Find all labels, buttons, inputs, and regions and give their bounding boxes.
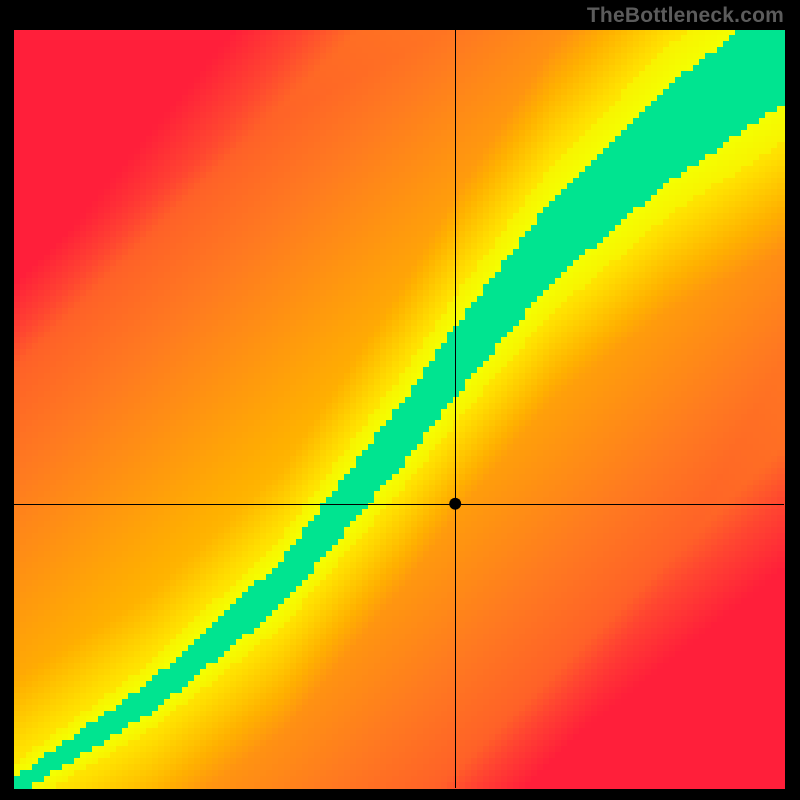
watermark-text: TheBottleneck.com: [587, 4, 784, 28]
heatmap-canvas: [0, 0, 800, 800]
chart-stage: TheBottleneck.com: [0, 0, 800, 800]
